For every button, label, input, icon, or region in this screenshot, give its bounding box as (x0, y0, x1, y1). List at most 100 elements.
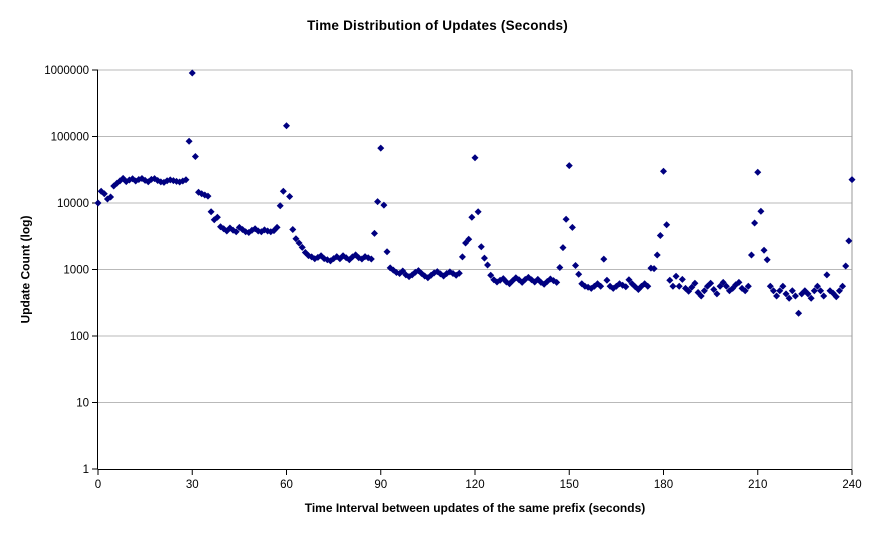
data-point (678, 275, 686, 283)
data-point (839, 282, 847, 290)
data-point (283, 122, 290, 130)
data-point (663, 221, 671, 229)
x-tick-label: 240 (842, 479, 861, 491)
data-point (286, 193, 294, 201)
data-point (273, 223, 281, 231)
data-point (650, 265, 658, 273)
gridlines (98, 69, 852, 403)
x-tick-label: 30 (186, 479, 199, 491)
data-point (763, 256, 771, 264)
data-point (484, 261, 492, 269)
data-point (380, 201, 388, 209)
y-tick-label: 100000 (51, 132, 89, 144)
data-point (597, 282, 605, 290)
data-point (292, 235, 300, 243)
data-point (691, 279, 699, 287)
data-point (675, 282, 683, 290)
data-point (314, 253, 322, 261)
y-tick-labels: 1 10 100 1000 10000 100000 1000000 (44, 65, 98, 476)
data-point (565, 162, 573, 170)
x-tick-labels: 0 30 60 90 120 150 180 210 240 (95, 469, 862, 491)
chart-title: Time Distribution of Updates (Seconds) (307, 18, 568, 33)
data-point (367, 255, 375, 263)
x-tick-label: 150 (560, 479, 579, 491)
data-point (653, 251, 661, 259)
data-point (773, 292, 781, 300)
data-point (556, 264, 564, 272)
data-point (603, 276, 611, 284)
data-point (600, 255, 608, 263)
data-point (182, 176, 190, 184)
data-point (399, 267, 407, 275)
y-tick-label: 10000 (57, 198, 89, 210)
data-point (779, 282, 787, 290)
data-point (788, 287, 796, 295)
data-point (455, 269, 463, 277)
data-point (672, 272, 680, 280)
data-point (289, 225, 297, 233)
data-point (845, 237, 853, 245)
data-point (317, 252, 325, 260)
data-point (100, 190, 108, 198)
data-point (204, 192, 212, 200)
data-point (191, 153, 199, 161)
data-point (842, 262, 850, 270)
data-point (188, 69, 196, 77)
data-point (697, 292, 705, 300)
y-tick-label: 1 (83, 464, 89, 476)
data-point (685, 287, 693, 295)
data-point (735, 278, 743, 286)
data-point (804, 290, 812, 298)
x-tick-label: 0 (95, 479, 101, 491)
x-tick-label: 90 (374, 479, 387, 491)
data-point (656, 231, 664, 239)
data-point (370, 229, 378, 237)
data-point (785, 294, 793, 302)
data-point (330, 255, 338, 263)
y-tick-label: 10 (76, 398, 89, 410)
data-point (568, 223, 576, 231)
data-point (813, 282, 821, 290)
data-point (185, 137, 193, 145)
data-point (644, 282, 652, 290)
data-point (295, 239, 303, 247)
data-point (751, 219, 759, 227)
data-point (553, 278, 561, 286)
data-point (710, 286, 718, 294)
data-point (487, 271, 495, 279)
data-point (625, 276, 633, 284)
y-tick-label: 1000000 (44, 65, 89, 77)
data-point (713, 290, 721, 298)
data-point (707, 279, 715, 287)
x-tick-label: 180 (654, 479, 673, 491)
data-point (465, 235, 473, 243)
data-point (232, 228, 240, 236)
data-point (474, 208, 482, 216)
data-point (747, 251, 755, 259)
data-point (471, 154, 479, 162)
data-point (383, 248, 391, 256)
data-point (776, 287, 784, 295)
data-point (572, 261, 580, 269)
data-point (757, 207, 765, 215)
x-tick-label: 60 (280, 479, 293, 491)
data-point (562, 215, 570, 223)
data-point (348, 253, 356, 261)
data-point (835, 287, 843, 295)
data-point (279, 187, 287, 195)
x-tick-label: 120 (465, 479, 484, 491)
data-point (741, 287, 749, 295)
data-point (374, 198, 382, 206)
data-point (251, 225, 259, 233)
data-point (700, 287, 708, 295)
data-points (94, 69, 856, 317)
data-point (760, 246, 768, 254)
data-point (339, 252, 347, 260)
data-point (377, 144, 385, 152)
data-point (769, 287, 777, 295)
data-point (458, 253, 466, 261)
data-point (622, 283, 630, 291)
data-point (754, 168, 762, 176)
data-point (848, 176, 856, 184)
